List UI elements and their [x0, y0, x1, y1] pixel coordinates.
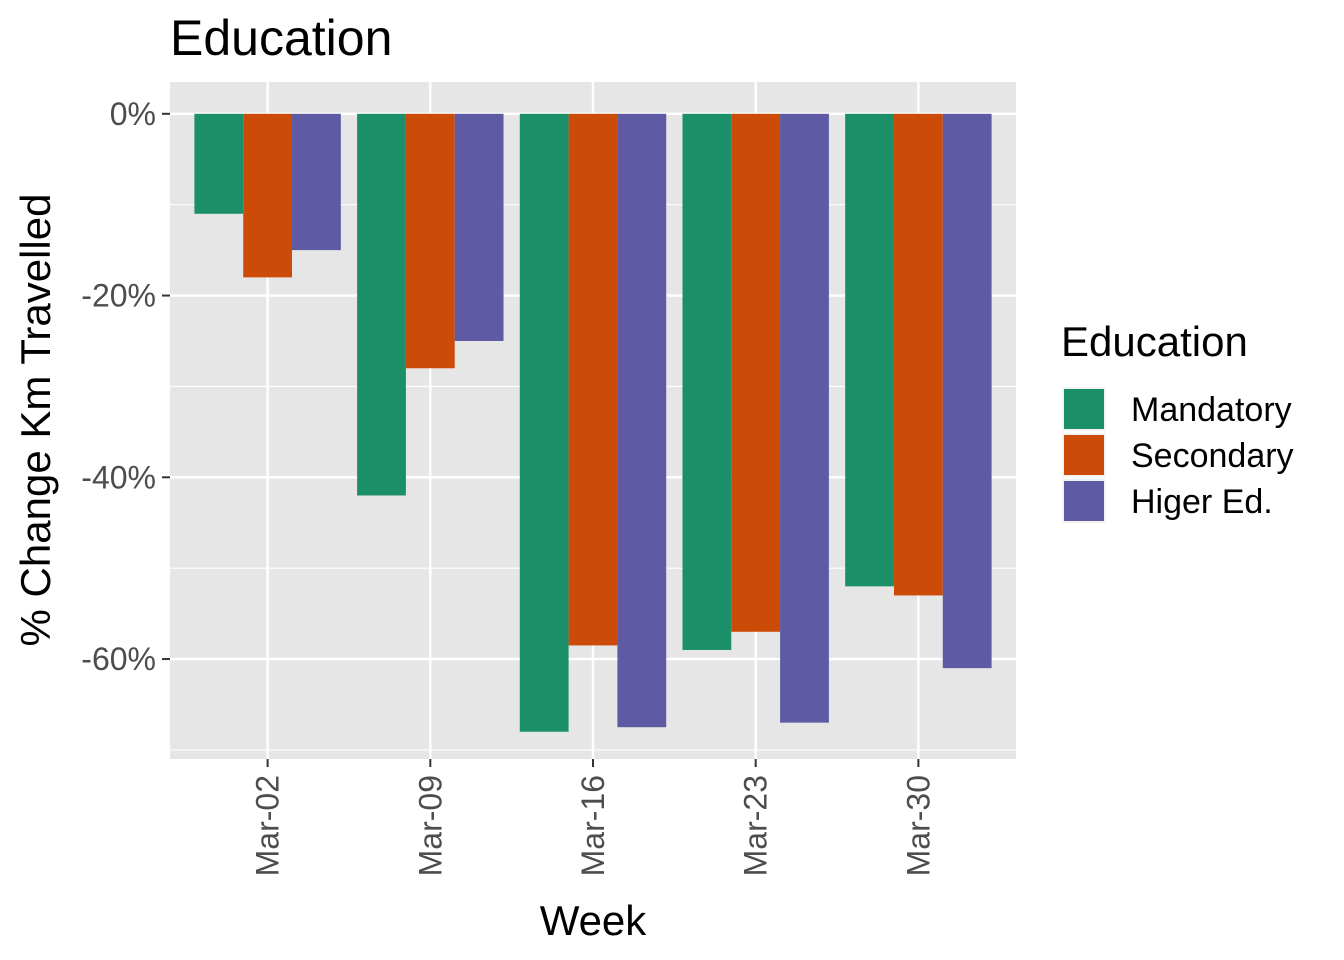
x-tick-label: Mar-16: [575, 775, 611, 876]
bar-mar-09-secondary: [405, 113, 455, 369]
bar-mar-23-secondary: [731, 113, 781, 632]
x-tick-label: Mar-02: [250, 775, 286, 876]
bar-mar-30-secondary: [893, 113, 943, 596]
bar-mar-16-mandatory: [519, 113, 569, 732]
bar-mar-09-mandatory: [357, 113, 406, 496]
x-axis-title: Week: [540, 897, 648, 944]
y-tick-label: -20%: [81, 278, 156, 314]
bar-mar-30-mandatory: [845, 113, 894, 587]
y-tick-label: 0%: [110, 96, 156, 132]
bar-mar-23-higer-ed: [780, 113, 829, 723]
legend-label: Higer Ed.: [1131, 483, 1273, 521]
y-tick-label: -60%: [81, 641, 156, 677]
bar-mar-23-mandatory: [682, 113, 732, 650]
legend-key: [1064, 389, 1104, 429]
bar-mar-09-higer-ed: [454, 113, 504, 341]
legend-title: Education: [1061, 318, 1248, 365]
x-axis: Mar-02 Mar-09 Mar-16 Mar-23 Mar-30: [250, 759, 936, 876]
bar-mar-16-secondary: [568, 113, 618, 646]
legend-label: Mandatory: [1131, 391, 1292, 429]
x-tick-label: Mar-09: [412, 775, 448, 876]
legend-key: [1064, 435, 1104, 475]
legend-label: Secondary: [1131, 437, 1294, 475]
y-axis: 0% -20% -40% -60%: [81, 96, 170, 677]
legend: Education Mandatory Secondary Higer Ed.: [1061, 318, 1294, 523]
x-tick-label: Mar-23: [738, 775, 774, 876]
chart-title: Education: [170, 10, 392, 66]
bar-mar-02-secondary: [243, 113, 293, 278]
bar-mar-16-higer-ed: [617, 113, 667, 728]
bar-mar-30-higer-ed: [942, 113, 992, 669]
bar-mar-02-higer-ed: [292, 113, 341, 251]
legend-key: [1064, 481, 1104, 521]
y-tick-label: -40%: [81, 459, 156, 495]
x-tick-label: Mar-30: [900, 775, 936, 876]
bar-mar-02-mandatory: [194, 113, 244, 214]
y-axis-title: % Change Km Travelled: [12, 194, 59, 647]
bars: [194, 113, 992, 732]
